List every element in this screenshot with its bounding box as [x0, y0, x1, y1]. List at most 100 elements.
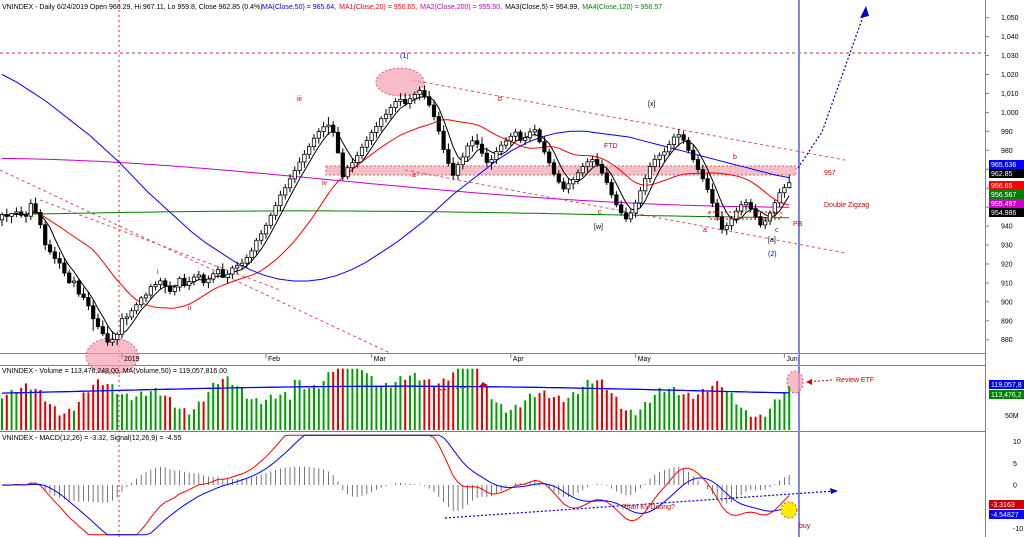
volume-bar — [5, 394, 8, 430]
candle — [571, 176, 576, 190]
candle — [115, 332, 120, 346]
volume-bar — [428, 379, 431, 430]
candle-body — [614, 194, 619, 206]
volume-bar — [543, 390, 546, 430]
price-tick-label: 930 — [1001, 243, 1013, 250]
candle — [753, 204, 758, 220]
date-tick-label: Feb — [268, 356, 280, 363]
candle — [124, 313, 129, 326]
candle-body — [95, 318, 101, 328]
volume-bar — [529, 393, 531, 430]
macd-tick-label: 5 — [1013, 461, 1017, 468]
candle-body — [590, 158, 595, 163]
volume-value: 113,476,2 — [991, 392, 1022, 399]
volume-bar — [149, 391, 152, 430]
candle-body — [67, 272, 72, 284]
candle-body — [196, 274, 201, 278]
review-etf-label: Review ETF — [836, 377, 874, 384]
candle — [667, 140, 672, 157]
volume-bar — [701, 388, 704, 430]
candle-body — [359, 146, 365, 156]
candle-body — [321, 126, 326, 132]
candle — [686, 137, 691, 154]
candle-body — [302, 153, 307, 163]
candle-body — [201, 274, 206, 284]
volume-bar — [173, 407, 176, 430]
volume-bar — [356, 368, 359, 430]
candle-body — [743, 202, 749, 206]
candle — [638, 186, 643, 209]
candle-body — [81, 293, 86, 298]
volume-bar — [308, 388, 311, 430]
price-tick-label: 1,030 — [1001, 53, 1019, 60]
candle — [201, 272, 206, 287]
candle — [134, 302, 139, 315]
volume-bar — [370, 375, 373, 430]
candle-body — [177, 277, 182, 288]
candle — [739, 200, 744, 216]
double-zigzag-label: Double Zigzag — [824, 202, 869, 209]
legend-entry: MA3(Close,5) = 954.99, — [505, 4, 579, 11]
candle — [105, 326, 110, 346]
volume-bar — [404, 379, 407, 430]
candle-body — [129, 310, 134, 318]
divergence-label: Phan Ky Duong? — [622, 504, 675, 511]
candle-body — [33, 203, 38, 213]
volume-bar — [197, 401, 200, 430]
candle — [230, 265, 235, 280]
candle — [71, 276, 77, 288]
candle — [355, 151, 360, 168]
candle — [772, 199, 777, 217]
wave-label-iii: iii — [297, 96, 302, 103]
candle — [719, 211, 725, 234]
candle-body — [259, 233, 264, 241]
ftd-label: FTD — [604, 143, 618, 150]
legend-entry: MA1(Close,20) = 956.65, — [339, 4, 417, 11]
candle-body — [52, 251, 57, 259]
volume-bar — [668, 388, 671, 430]
candle-body — [407, 98, 413, 104]
volume-bar — [250, 399, 253, 430]
candle-body — [441, 130, 446, 150]
candle-body — [652, 158, 657, 167]
candle-body — [595, 158, 600, 165]
volume-bar — [389, 387, 392, 430]
candle — [268, 212, 273, 229]
volume-bar — [754, 416, 757, 430]
candle-body — [403, 98, 408, 104]
candle — [311, 134, 317, 151]
candle — [398, 93, 403, 107]
price-tick-label: 1,020 — [1001, 72, 1019, 79]
candle-body — [211, 273, 216, 280]
candle — [14, 207, 19, 218]
candle — [767, 210, 773, 226]
candle-body — [571, 179, 576, 185]
candle-body — [767, 212, 773, 222]
date-tick-label: May — [638, 356, 652, 363]
candle-body — [331, 124, 336, 133]
candle-body — [28, 203, 33, 217]
candle-body — [671, 136, 677, 145]
candle-body — [355, 155, 360, 164]
candle — [225, 270, 230, 284]
volume-bar — [183, 408, 186, 430]
candle-body — [143, 294, 149, 299]
volume-bar — [1, 398, 3, 430]
volume-bar — [87, 392, 90, 430]
candle-body — [158, 280, 163, 286]
candle — [643, 174, 648, 196]
candle — [537, 127, 542, 144]
volume-bar — [337, 368, 339, 430]
volume-bar — [135, 396, 138, 430]
volume-bar — [298, 380, 301, 430]
candle-body — [604, 172, 609, 183]
candle — [153, 281, 158, 291]
volume-bar — [557, 395, 560, 430]
volume-bar — [514, 404, 517, 430]
volume-ma-value: 119,057,8 — [991, 382, 1022, 389]
macd-tick-label: 0 — [1013, 483, 1017, 490]
candle — [273, 202, 278, 221]
candle-body — [340, 152, 345, 178]
candle — [167, 281, 173, 295]
candle — [81, 287, 86, 300]
